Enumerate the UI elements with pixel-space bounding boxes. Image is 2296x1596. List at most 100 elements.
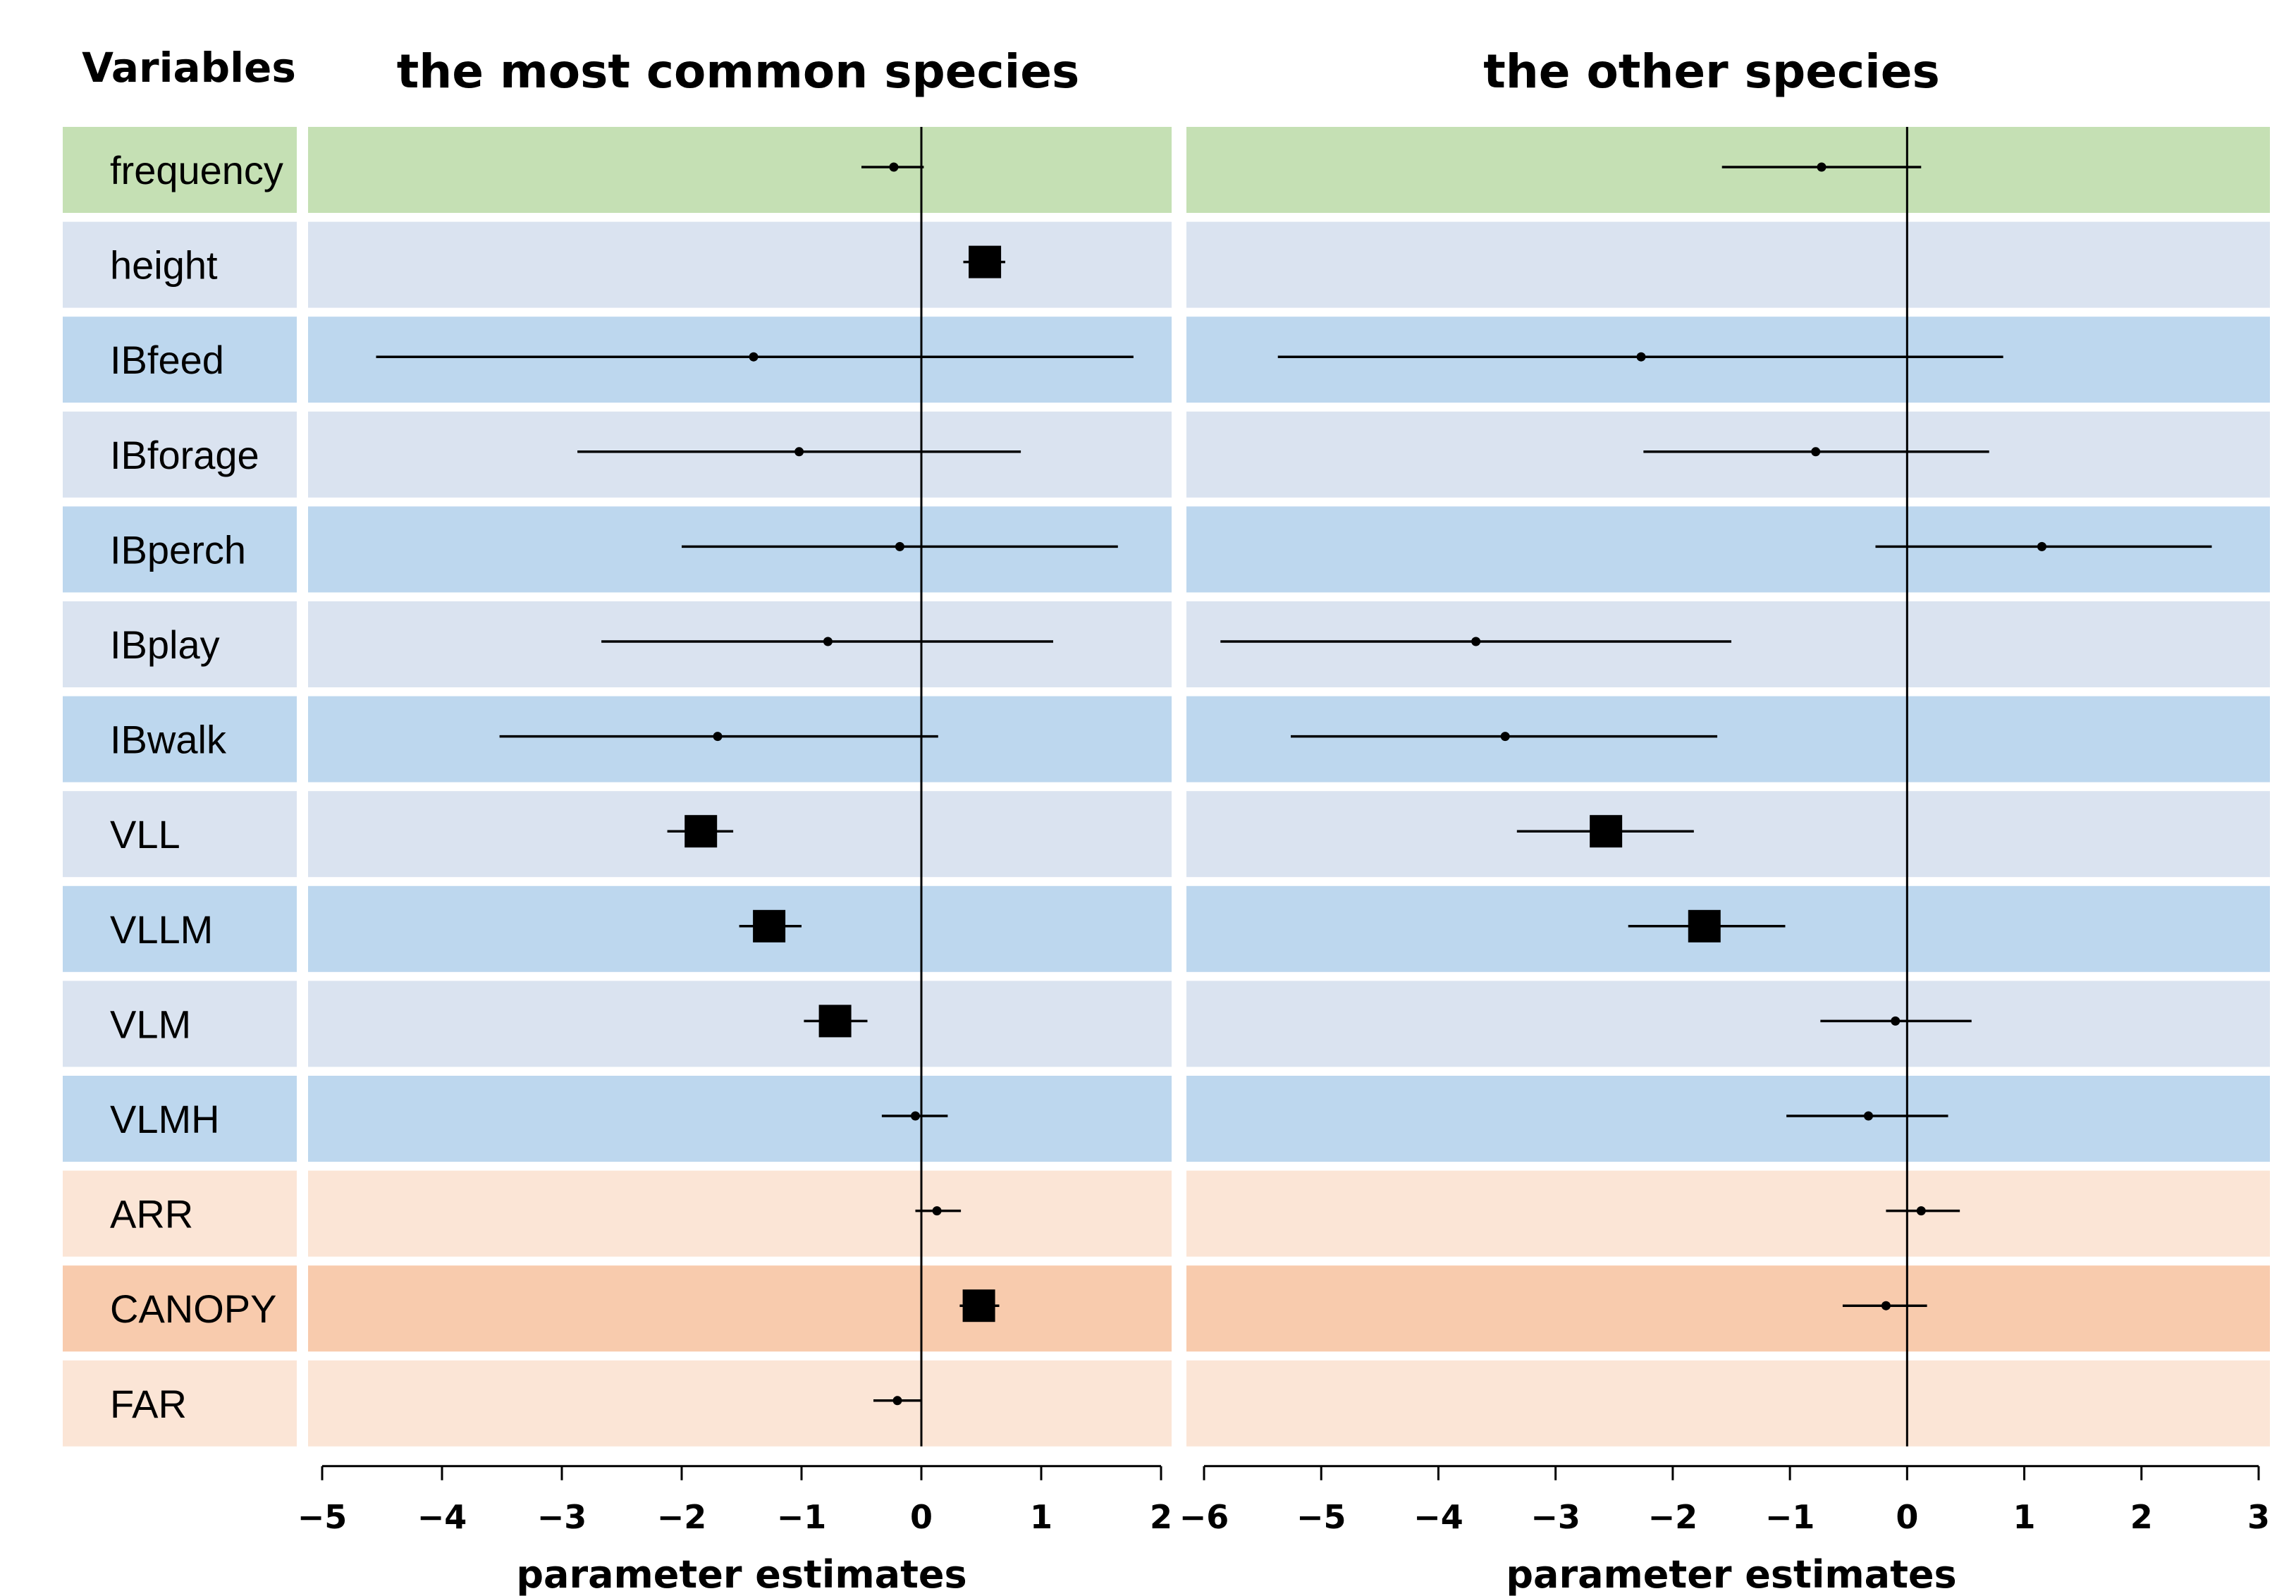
estimate-point xyxy=(1891,1016,1901,1026)
label-cell-bg xyxy=(63,1265,297,1352)
label-cell-bg xyxy=(63,221,297,308)
variables-header: Variables xyxy=(82,44,296,92)
variable-label: IBwalk xyxy=(110,718,227,762)
significant-estimate-marker xyxy=(962,1289,995,1322)
significant-estimate-marker xyxy=(1590,815,1623,848)
panel-row-bg xyxy=(308,1265,1172,1352)
label-cell-bg xyxy=(63,791,297,878)
panel-row-bg xyxy=(308,1076,1172,1162)
panel-row-bg xyxy=(1186,506,2270,593)
label-cell-bg xyxy=(63,981,297,1067)
label-cell-bg xyxy=(63,317,297,403)
variable-label: VLL xyxy=(110,812,180,857)
x-tick-label: 3 xyxy=(2247,1498,2270,1536)
variable-label: IBfeed xyxy=(110,338,224,382)
estimate-point xyxy=(892,1396,902,1406)
panel-row-bg xyxy=(1186,791,2270,878)
x-tick-label: −1 xyxy=(777,1498,827,1536)
estimate-point xyxy=(713,732,723,742)
variable-label: VLMH xyxy=(110,1097,220,1141)
significant-estimate-marker xyxy=(684,815,718,848)
variable-labels: frequency height IBfeed IBforage IBperch IBpl… xyxy=(110,148,283,1426)
x-tick-label: −3 xyxy=(1530,1498,1580,1536)
panel-row-bg xyxy=(1186,1360,2270,1447)
estimate-point xyxy=(1817,162,1827,172)
variable-label: IBplay xyxy=(110,622,220,667)
estimate-point xyxy=(1881,1301,1891,1310)
variable-label: FAR xyxy=(110,1382,187,1426)
label-cell-bg xyxy=(63,506,297,593)
variable-label: VLM xyxy=(110,1002,191,1046)
significant-estimate-marker xyxy=(1688,909,1721,943)
label-cell-bg xyxy=(63,411,297,498)
label-cell-bg xyxy=(63,1360,297,1447)
panel-row-bg xyxy=(1186,221,2270,308)
label-cell-bg xyxy=(63,696,297,782)
estimate-point xyxy=(823,637,833,646)
significant-estimate-marker xyxy=(818,1005,852,1038)
panel: the other species −6 −5 −4 −3 −2 −1 0 1 2 3 paramet… xyxy=(1179,44,2270,1596)
estimate-point xyxy=(1500,732,1510,742)
panel-row-bg xyxy=(1186,1265,2270,1352)
panel-row-bg xyxy=(308,317,1172,403)
estimate-point xyxy=(911,1111,920,1121)
x-tick-label: 1 xyxy=(1030,1498,1052,1536)
x-tick-label: 0 xyxy=(1896,1498,1918,1536)
panel-title: the most common species xyxy=(397,44,1080,99)
x-axis-label: parameter estimates xyxy=(1506,1552,1956,1596)
panel-row-bg xyxy=(1186,1170,2270,1257)
variable-label: frequency xyxy=(110,148,283,192)
label-cell-bg xyxy=(63,1076,297,1162)
panel: the most common species −5 −4 −3 −2 −1 0 1 2 para… xyxy=(297,44,1172,1596)
x-tick-label: 0 xyxy=(910,1498,933,1536)
panel-row-bg xyxy=(308,696,1172,782)
panel-title: the other species xyxy=(1483,44,1940,99)
estimate-point xyxy=(932,1206,942,1216)
significant-estimate-marker xyxy=(969,245,1002,278)
label-cell-bg xyxy=(63,885,297,972)
label-cell-bg xyxy=(63,601,297,687)
panel-row-bg xyxy=(308,411,1172,498)
estimate-point xyxy=(1916,1206,1926,1216)
x-tick-label: 2 xyxy=(1150,1498,1172,1536)
panel-row-bg xyxy=(308,127,1172,213)
x-tick-label: 2 xyxy=(2130,1498,2153,1536)
variable-label: IBforage xyxy=(110,433,259,477)
panels: the most common species −5 −4 −3 −2 −1 0 1 2 para… xyxy=(297,44,2270,1596)
x-tick-label: −6 xyxy=(1179,1498,1229,1536)
panel-row-bg xyxy=(308,1360,1172,1447)
panel-row-bg xyxy=(308,601,1172,687)
panel-row-bg xyxy=(308,981,1172,1067)
panel-row-bg xyxy=(308,221,1172,308)
estimate-point xyxy=(2037,541,2046,551)
estimate-point xyxy=(1471,637,1481,646)
x-tick-label: −5 xyxy=(297,1498,348,1536)
variable-label: VLLM xyxy=(110,907,213,952)
estimate-point xyxy=(749,352,759,362)
panel-row-bg xyxy=(308,885,1172,972)
estimate-point xyxy=(1636,352,1646,362)
variable-label: ARR xyxy=(110,1192,193,1236)
x-tick-label: −5 xyxy=(1296,1498,1346,1536)
panel-row-bg xyxy=(308,1170,1172,1257)
row-backgrounds xyxy=(63,127,2270,1447)
x-tick-label: −3 xyxy=(537,1498,587,1536)
estimate-point xyxy=(1863,1111,1873,1121)
estimate-point xyxy=(794,447,804,457)
label-cell-bg xyxy=(63,127,297,213)
panel-row-bg xyxy=(1186,885,2270,972)
estimate-point xyxy=(889,162,899,172)
x-tick-label: −4 xyxy=(417,1498,467,1536)
panel-row-bg xyxy=(1186,696,2270,782)
x-tick-label: 1 xyxy=(2013,1498,2036,1536)
x-tick-label: −2 xyxy=(1648,1498,1698,1536)
panel-row-bg xyxy=(308,791,1172,878)
variable-label: CANOPY xyxy=(110,1287,277,1331)
panel-row-bg xyxy=(1186,601,2270,687)
panel-row-bg xyxy=(1186,981,2270,1067)
panel-row-bg xyxy=(1186,127,2270,213)
x-axis-label: parameter estimates xyxy=(516,1552,966,1596)
variable-label: height xyxy=(110,243,218,288)
label-cell-bg xyxy=(63,1170,297,1257)
